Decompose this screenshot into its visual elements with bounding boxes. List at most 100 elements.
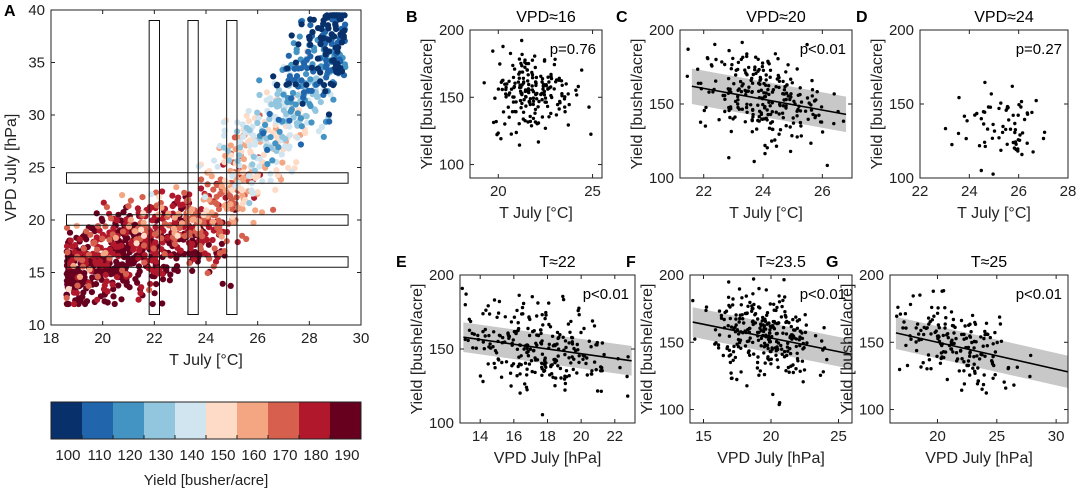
data-point (564, 375, 569, 379)
data-point (192, 249, 199, 256)
data-point (766, 87, 770, 92)
data-point (796, 93, 800, 98)
data-point (819, 120, 824, 124)
data-point (750, 118, 754, 123)
data-point (768, 331, 772, 335)
data-point (714, 57, 718, 62)
data-point (759, 344, 763, 348)
data-point (767, 358, 771, 362)
data-point (747, 326, 752, 331)
data-point (140, 219, 147, 226)
data-point (761, 68, 766, 73)
x-tick-label: 30 (1048, 428, 1065, 445)
data-point (782, 278, 786, 282)
data-point (737, 87, 741, 91)
data-point (285, 145, 292, 152)
data-point (766, 355, 770, 359)
data-point (917, 332, 921, 336)
y-tick-label: 200 (659, 267, 684, 284)
data-point (734, 313, 738, 317)
data-point (495, 315, 499, 319)
data-point (936, 306, 940, 310)
data-point (599, 389, 603, 393)
data-point (547, 301, 551, 305)
data-point (254, 109, 261, 116)
x-tick-label: 28 (301, 330, 318, 347)
data-point (529, 359, 534, 363)
data-point (164, 234, 171, 241)
data-point (798, 120, 803, 125)
data-point (592, 360, 597, 364)
x-axis-title: VPD July [hPa] (717, 450, 825, 467)
data-point (533, 65, 537, 70)
data-point (509, 132, 513, 136)
data-point (342, 64, 349, 71)
data-point (315, 128, 322, 135)
data-point (559, 376, 563, 380)
data-point (109, 281, 116, 288)
data-point (186, 260, 193, 267)
data-point (561, 294, 565, 299)
data-point (214, 224, 221, 231)
data-point (544, 313, 548, 317)
data-point (788, 335, 792, 340)
data-point (739, 89, 744, 94)
data-point (799, 134, 803, 138)
data-point (309, 28, 316, 36)
data-point (64, 278, 71, 285)
data-point (1034, 98, 1038, 103)
data-point (514, 130, 518, 135)
data-point (507, 91, 512, 95)
data-point (570, 340, 574, 344)
data-point (534, 92, 538, 97)
data-point (518, 372, 522, 376)
data-point (937, 326, 941, 330)
data-point (498, 62, 502, 66)
data-point (751, 292, 755, 296)
data-point (964, 336, 969, 340)
data-point (540, 313, 544, 317)
data-point (265, 126, 272, 133)
data-point (699, 81, 703, 86)
data-point (1029, 353, 1033, 358)
data-point (929, 367, 933, 371)
data-point (481, 379, 485, 384)
data-point (141, 252, 148, 259)
data-point (76, 273, 84, 280)
data-point (139, 194, 146, 201)
data-point (784, 332, 789, 336)
data-point (791, 370, 795, 375)
data-point (524, 104, 528, 108)
data-point (528, 119, 533, 124)
data-point (464, 292, 468, 296)
data-point (110, 286, 117, 293)
data-point (111, 300, 118, 308)
x-tick-label: 14 (472, 428, 489, 445)
data-point (514, 100, 518, 104)
data-point (83, 228, 90, 235)
data-point (542, 369, 546, 373)
data-point (752, 159, 756, 164)
data-point (776, 57, 780, 61)
colorbar-label: Yield [busher/acre] (144, 472, 269, 489)
x-tick-label: 26 (249, 330, 266, 347)
data-point (107, 215, 115, 222)
data-point (723, 310, 727, 315)
data-point (901, 326, 905, 330)
data-point (805, 42, 809, 47)
x-tick-label: 16 (506, 428, 523, 445)
data-point (94, 246, 101, 253)
data-point (270, 73, 277, 80)
data-point (966, 345, 971, 350)
data-point (759, 336, 764, 341)
data-point (527, 82, 531, 87)
data-point (804, 323, 808, 327)
data-point (273, 167, 280, 174)
data-point (246, 127, 253, 134)
data-point (798, 369, 802, 373)
data-point (696, 67, 700, 71)
data-point (789, 324, 793, 329)
data-point (307, 16, 314, 23)
data-point (783, 85, 787, 89)
data-point (745, 311, 749, 316)
